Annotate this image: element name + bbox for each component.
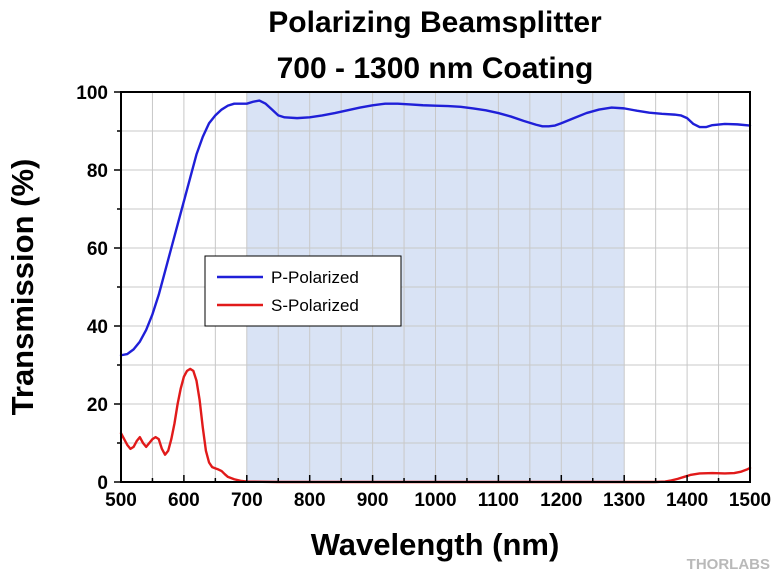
- y-tick-label: 20: [87, 395, 108, 416]
- x-tick-label: 1000: [414, 490, 456, 511]
- x-tick-label: 1500: [729, 490, 771, 511]
- y-tick-label: 40: [87, 317, 108, 338]
- legend-box: [204, 255, 402, 327]
- series-line-s-polarized: [119, 367, 752, 484]
- series-line-p-polarized: [119, 99, 752, 357]
- thorlabs-logo: THORLABS: [687, 556, 770, 573]
- x-tick-label: 500: [105, 490, 137, 511]
- x-tick-label: 900: [357, 490, 389, 511]
- x-tick-label: 1100: [478, 490, 519, 511]
- y-axis: 0 20 40 60 80 100: [76, 83, 121, 494]
- chart-title: Polarizing Beamsplitter: [268, 6, 602, 39]
- x-tick-label: 1400: [666, 490, 708, 511]
- chart-subtitle: 700 - 1300 nm Coating: [277, 52, 594, 85]
- y-tick-label: 100: [76, 83, 108, 104]
- x-tick-label: 600: [168, 490, 200, 511]
- x-tick-label: 1300: [603, 490, 645, 511]
- x-axis: 500 600 700 800 900 1000 1100 1200 1300 1400 1500: [105, 475, 771, 511]
- x-tick-label: 700: [231, 490, 263, 511]
- legend-label: P-Polarized: [271, 268, 359, 287]
- y-tick-label: 0: [97, 473, 108, 494]
- y-tick-label: 80: [87, 161, 108, 182]
- x-tick-label: 800: [294, 490, 326, 511]
- x-axis-label: Wavelength (nm): [311, 527, 560, 562]
- plot-area: 500 600 700 800 900 1000 1100 1200 1300 1400 15000…: [76, 83, 771, 511]
- legend-label: S-Polarized: [271, 296, 359, 315]
- legend: P-Polarized S-Polarized: [204, 255, 402, 327]
- x-tick-label: 1200: [540, 490, 582, 511]
- y-tick-label: 60: [87, 239, 108, 260]
- y-axis-label: Transmission (%): [5, 159, 40, 416]
